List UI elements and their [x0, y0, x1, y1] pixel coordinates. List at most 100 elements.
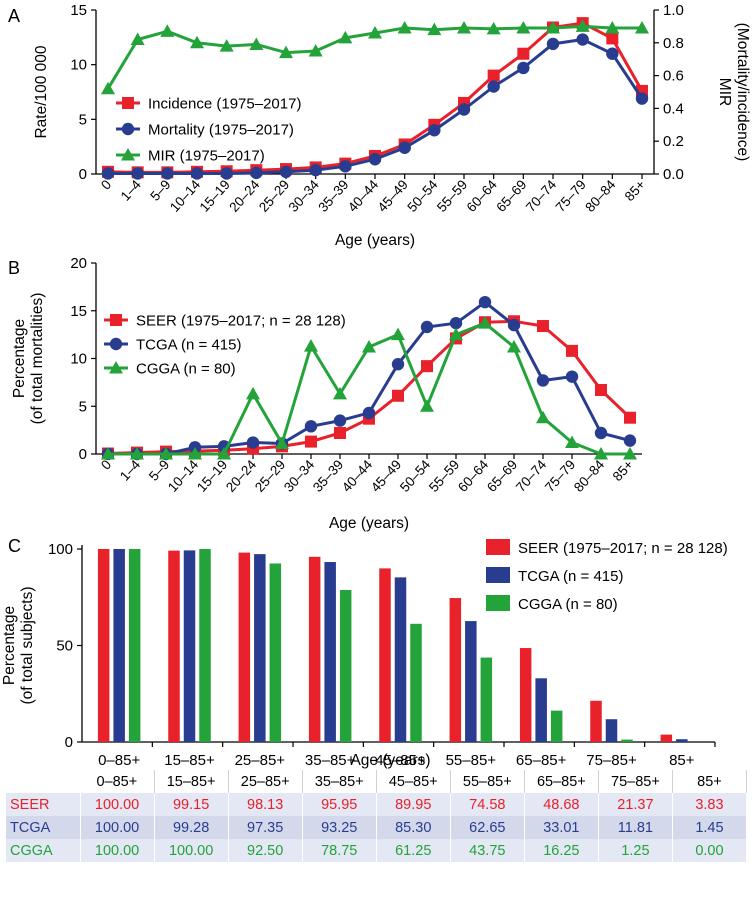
data-point-red: [566, 344, 578, 357]
x-tick-label: 75–79: [553, 177, 589, 215]
panel-label: B: [8, 258, 20, 278]
data-point-red: [606, 32, 619, 45]
data-point-blue: [428, 124, 441, 137]
panel-label: C: [8, 536, 21, 556]
data-point-red: [517, 47, 530, 60]
data-point-green: [101, 81, 115, 95]
y-tick-label: 50: [56, 638, 73, 655]
bar-green: [128, 549, 141, 742]
table-cell: 1.45: [672, 816, 748, 839]
legend-label: MIR (1975–2017): [148, 148, 265, 165]
data-point-blue: [507, 318, 521, 332]
data-point-red: [595, 384, 607, 397]
legend-marker-green: [109, 361, 123, 374]
data-point-red: [334, 426, 346, 439]
y2-tick-label: 0.6: [663, 68, 684, 85]
x-tick-label: 25–85+: [235, 752, 286, 769]
table-cell: 98.13: [228, 793, 303, 816]
table-cell: 78.75: [302, 839, 377, 862]
table-cell: 62.65: [450, 816, 525, 839]
data-point-green: [101, 447, 115, 460]
table-cell: 100.00: [80, 839, 155, 862]
data-point-green: [397, 21, 412, 34]
x-tick-label: 15–85+: [164, 752, 215, 769]
bar-red: [660, 734, 673, 742]
bar-red: [97, 549, 110, 742]
x-tick-label: 25–29: [252, 457, 288, 495]
table-row: CGGA 100.00 100.00 92.50 78.75 61.25 43.75 16.2…: [6, 839, 748, 862]
data-point-red: [305, 435, 317, 448]
x-tick-label: 75–79: [542, 457, 578, 495]
data-point-green: [516, 21, 531, 34]
table-row: SEER 100.00 99.15 98.13 95.95 89.95 74.58 48.68…: [6, 793, 748, 816]
data-point-blue: [246, 436, 260, 449]
data-point-green: [623, 447, 637, 460]
x-tick-label: 40–44: [339, 457, 376, 495]
data-point-blue: [420, 320, 434, 334]
table-cell: 11.81: [598, 816, 673, 839]
x-tick-label: 55–85+: [446, 752, 497, 769]
y-tick-label: 5: [79, 111, 87, 128]
x-tick-label: 20–24: [226, 177, 263, 215]
bar-green: [480, 657, 493, 742]
bar-blue: [183, 550, 196, 742]
data-point-blue: [309, 163, 322, 177]
data-point-green: [190, 35, 204, 49]
table-cell: 92.50: [228, 839, 303, 862]
x-axis-title: Age (years): [329, 515, 409, 532]
data-point-green: [159, 447, 173, 460]
bar-blue: [394, 577, 407, 742]
y-axis-title: (of total mortalities): [29, 293, 46, 425]
data-point-red: [392, 389, 404, 402]
x-tick-label: 85+: [610, 457, 637, 484]
data-point-green: [368, 25, 382, 39]
y-tick-label: 20: [70, 255, 87, 272]
y-axis-title: Rate/100 000: [33, 45, 50, 138]
data-point-green: [449, 327, 463, 341]
y-tick-label: 15: [70, 303, 87, 320]
legend-label: TCGA (n = 415): [518, 568, 623, 585]
y2-tick-label: 0.2: [663, 133, 684, 150]
data-point-blue: [449, 316, 463, 330]
table-cell: 100.00: [154, 839, 229, 862]
table-header-cell: 85+: [672, 770, 748, 793]
data-point-green: [457, 21, 471, 34]
legend-marker-red: [110, 314, 122, 326]
data-point-green: [427, 22, 442, 36]
bar-green: [410, 623, 422, 742]
data-point-green: [308, 44, 323, 57]
table-cell: 0.00: [672, 839, 748, 862]
bar-blue: [605, 719, 618, 742]
x-tick-label: 65–69: [484, 457, 520, 495]
data-point-blue: [190, 167, 204, 180]
data-point-green: [333, 386, 347, 400]
x-tick-label: 85+: [622, 177, 649, 204]
data-point-green: [275, 436, 289, 449]
x-tick-label: 70–74: [513, 457, 550, 495]
x-tick-label: 10–14: [167, 177, 204, 215]
table-cell: 33.01: [524, 816, 599, 839]
x-tick-label: 25–29: [256, 177, 292, 215]
data-point-green: [575, 19, 590, 32]
x-tick-label: 45–85+: [375, 752, 426, 769]
y-tick-label: 10: [70, 57, 87, 74]
data-point-blue: [304, 420, 318, 433]
x-tick-label: 20–24: [223, 457, 260, 495]
y-tick-label: 15: [70, 2, 87, 19]
x-tick-label: 0–85+: [98, 752, 140, 769]
y-tick-label: 5: [79, 398, 87, 415]
x-tick-label: 70–74: [523, 177, 560, 215]
bar-green: [199, 549, 211, 742]
legend-marker-blue: [121, 122, 135, 136]
x-tick-label: 30–34: [286, 177, 323, 215]
data-point-green: [605, 21, 620, 34]
data-point-green: [338, 30, 353, 44]
data-point-blue: [623, 434, 637, 447]
table-cell: 61.25: [376, 839, 451, 862]
data-point-blue: [546, 37, 560, 51]
legend-marker-green: [121, 148, 135, 161]
table-row-label: SEER: [6, 793, 81, 816]
data-point-red: [537, 320, 549, 333]
table-cell: 48.68: [524, 793, 599, 816]
